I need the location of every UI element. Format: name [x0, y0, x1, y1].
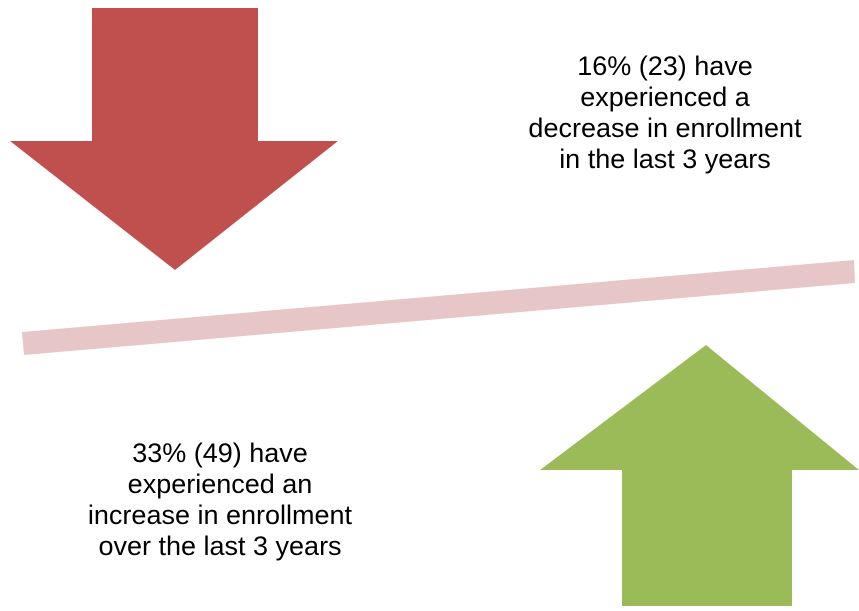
decrease-caption-line: decrease in enrollment: [528, 113, 802, 143]
decrease-caption-line: experienced a: [580, 82, 750, 112]
decrease-caption-line: 16% (23) have: [577, 51, 753, 81]
increase-caption: 33% (49) have experienced an increase in…: [30, 438, 410, 562]
increase-caption-line: over the last 3 years: [98, 531, 342, 561]
balance-bar: [22, 260, 855, 355]
down-arrow-icon: [10, 8, 338, 270]
increase-caption-line: 33% (49) have: [132, 438, 308, 468]
increase-caption-line: increase in enrollment: [87, 500, 353, 530]
increase-caption-line: experienced an: [127, 469, 313, 499]
up-arrow-icon: [540, 345, 859, 606]
decrease-caption-line: in the last 3 years: [559, 144, 771, 174]
decrease-caption: 16% (23) have experienced a decrease in …: [480, 51, 850, 175]
